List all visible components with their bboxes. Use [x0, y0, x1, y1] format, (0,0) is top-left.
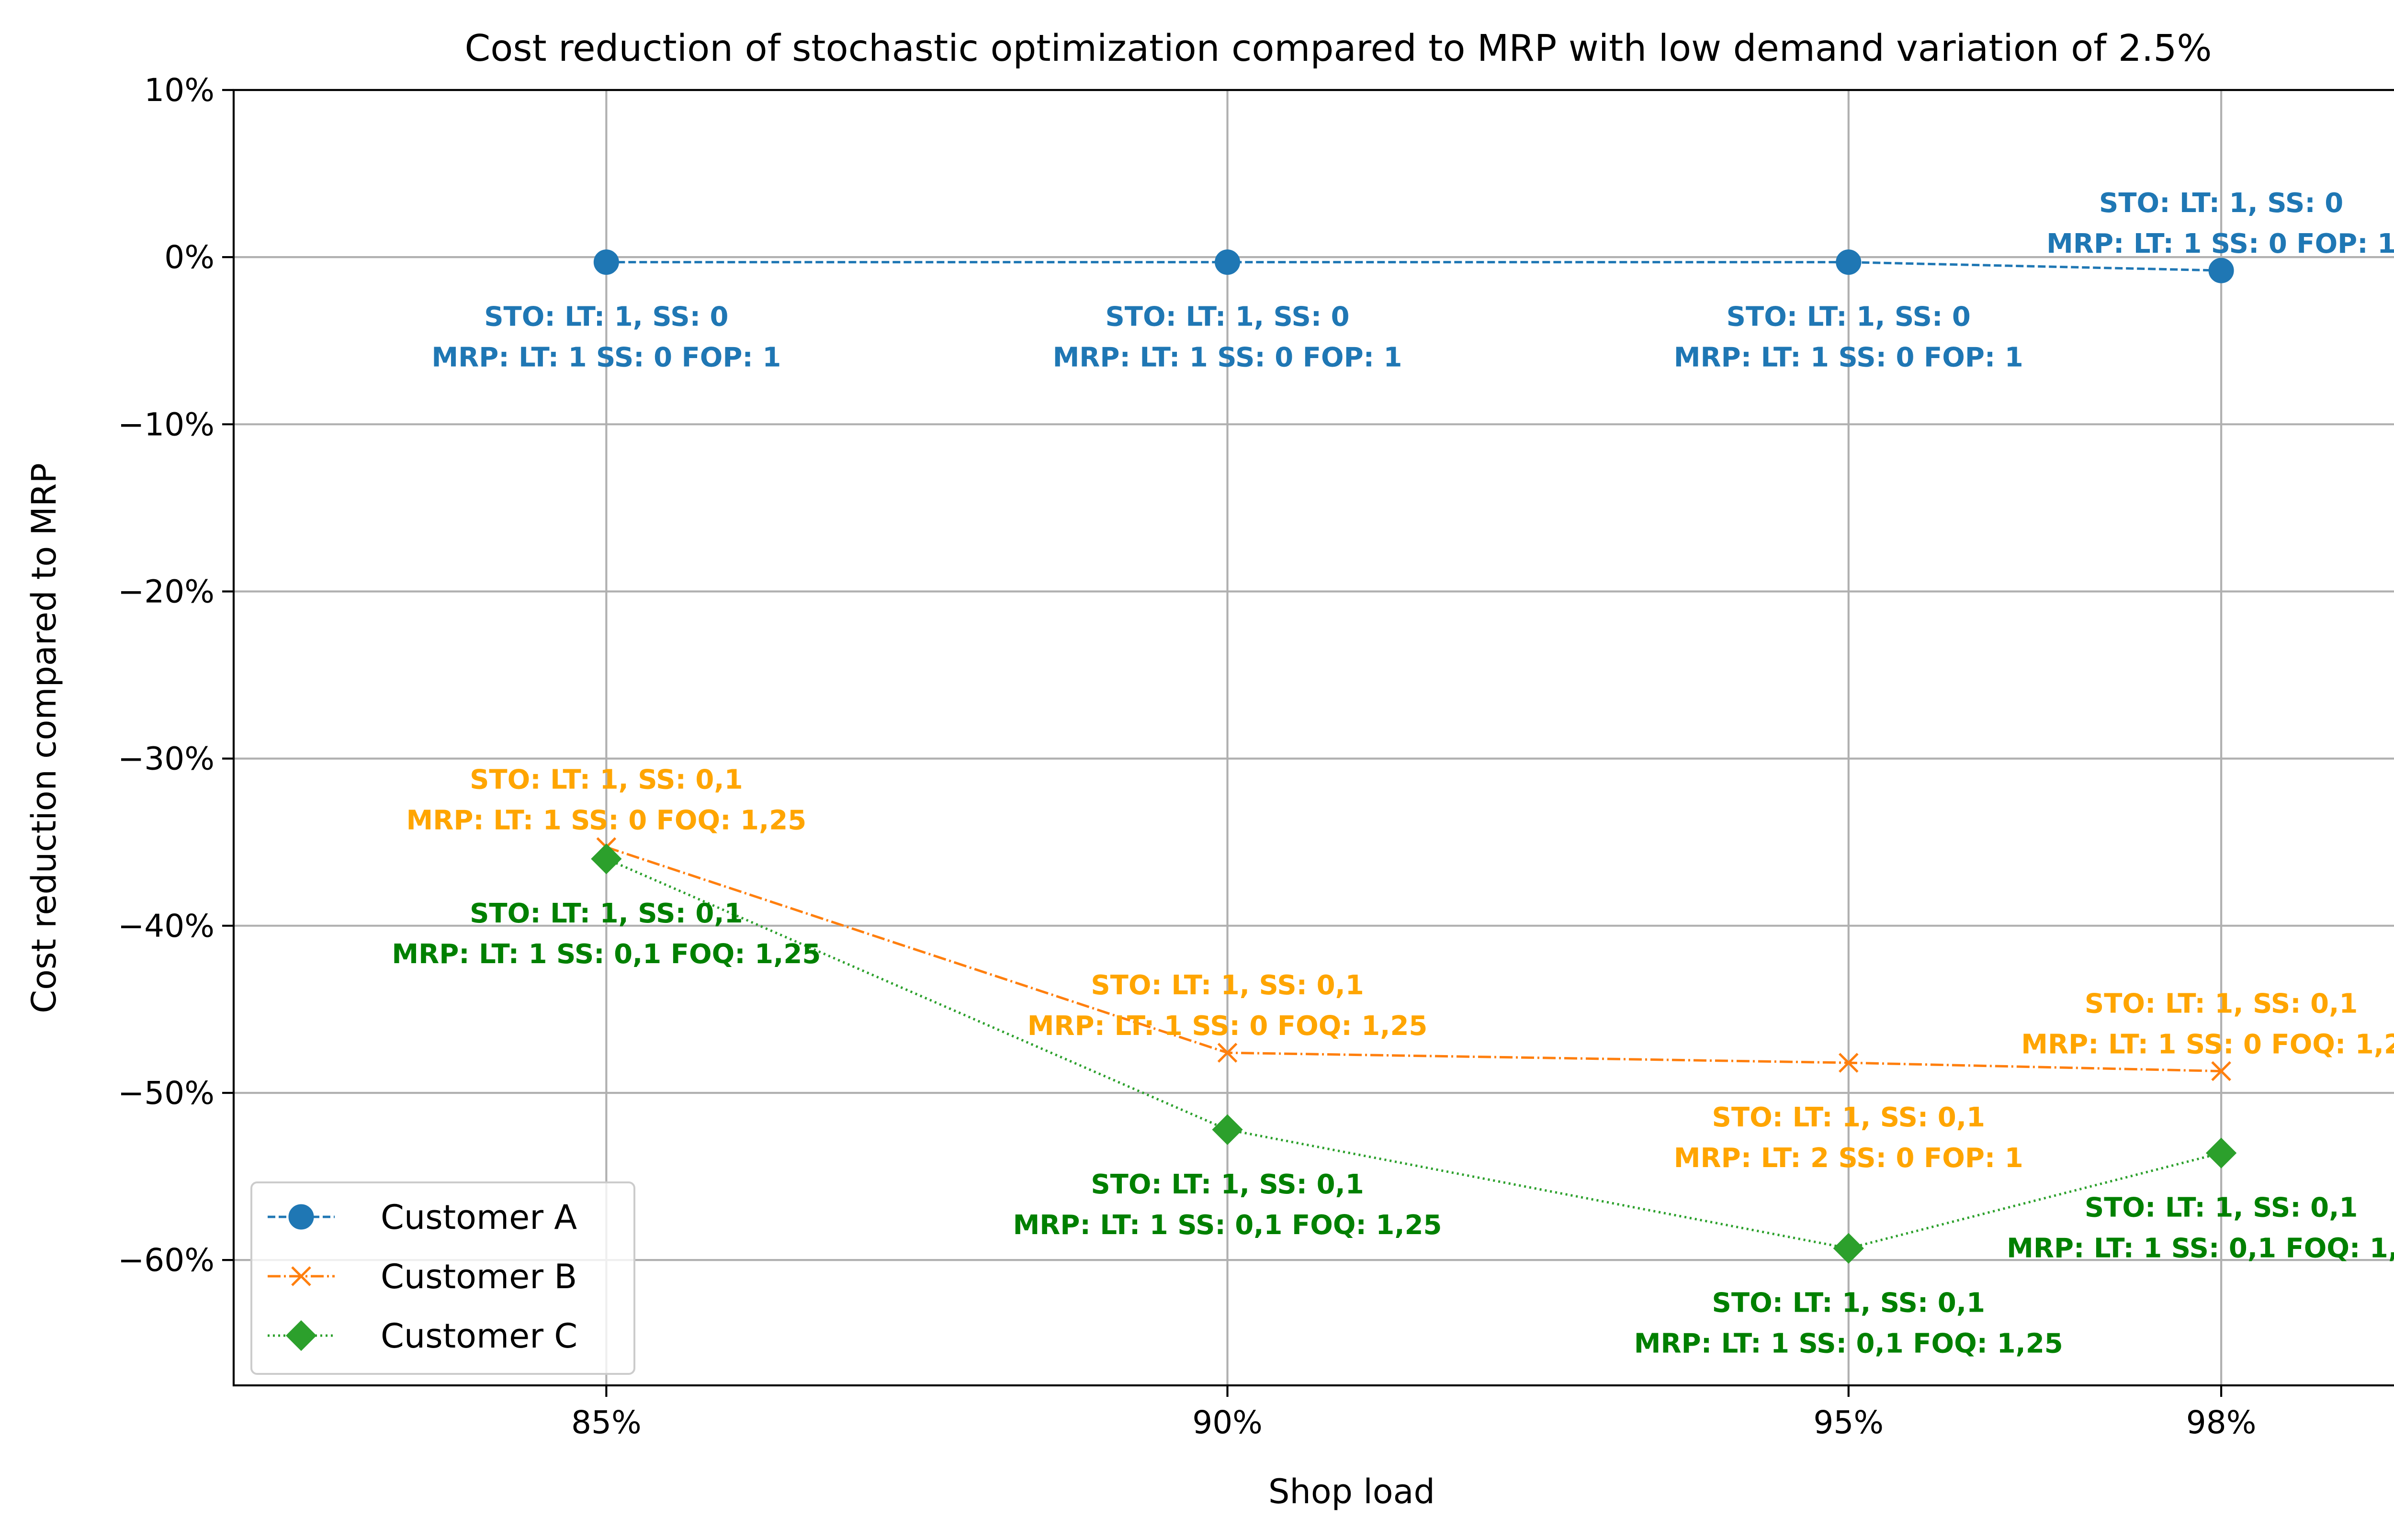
data-label: MRP: LT: 1 SS: 0,1 FOQ: 1,25	[2007, 1233, 2394, 1264]
data-label: STO: LT: 1, SS: 0	[1727, 302, 1971, 333]
data-label: MRP: LT: 1 SS: 0 FOP: 1	[1053, 342, 1402, 373]
data-label: STO: LT: 1, SS: 0,1	[1712, 1288, 1985, 1319]
legend-entry: Customer A	[381, 1198, 577, 1237]
data-point	[291, 1266, 311, 1286]
data-label: STO: LT: 1, SS: 0,1	[2085, 1192, 2358, 1224]
legend: Customer A Customer B Customer C	[250, 1181, 635, 1375]
y-tick-label: −30%	[118, 741, 215, 777]
y-tick-label: −10%	[118, 406, 215, 443]
y-axis-label: Cost reduction compared to MRP	[24, 463, 64, 1013]
data-label: STO: LT: 1, SS: 0	[484, 302, 728, 333]
data-point	[1212, 1114, 1243, 1145]
data-label: STO: LT: 1, SS: 0,1	[2085, 989, 2358, 1020]
legend-entry: Customer B	[381, 1257, 577, 1296]
legend-entry: Customer C	[381, 1316, 577, 1356]
data-point	[2208, 258, 2234, 283]
data-point	[1217, 1043, 1238, 1063]
data-label: STO: LT: 1, SS: 0,1	[470, 898, 743, 929]
tick-layer: 85% 90% 95% 98% 10% 0% −10% −20% −30% −40% −50% −60…	[118, 72, 2256, 1441]
data-point	[1215, 249, 1241, 275]
y-tick-label: −50%	[118, 1075, 215, 1112]
y-tick-label: −20%	[118, 573, 215, 610]
data-point	[1836, 249, 1862, 275]
data-label: MRP: LT: 1 SS: 0 FOP: 1	[431, 342, 781, 373]
data-label: STO: LT: 1, SS: 0,1	[1712, 1102, 1985, 1133]
series-layer	[591, 249, 2237, 1264]
data-label: STO: LT: 1, SS: 0	[2099, 188, 2343, 219]
grid-layer	[234, 89, 2394, 1385]
data-label: STO: LT: 1, SS: 0,1	[1091, 1169, 1364, 1200]
x-axis-label: Shop load	[1268, 1472, 1435, 1511]
plot-frame	[232, 89, 2394, 1387]
data-point	[1839, 1053, 1859, 1073]
y-tick-label: 10%	[144, 72, 215, 109]
data-point	[288, 1204, 314, 1230]
data-point	[2211, 1061, 2231, 1081]
data-label: MRP: LT: 1 SS: 0 FOQ: 1,25	[1028, 1011, 1428, 1042]
data-label: MRP: LT: 1 SS: 0,1 FOQ: 1,25	[392, 939, 821, 970]
x-tick-label: 90%	[1192, 1404, 1263, 1441]
x-tick-label: 98%	[2186, 1404, 2257, 1441]
y-tick-label: −60%	[118, 1242, 215, 1279]
data-label: MRP: LT: 1 SS: 0 FOQ: 1,25	[406, 805, 806, 836]
series-line	[606, 846, 2222, 1073]
annotation-layer: STO: LT: 1, SS: 0 MRP: LT: 1 SS: 0 FOP: 1…	[392, 188, 2394, 1360]
chart-title: Cost reduction of stochastic optimizatio…	[465, 27, 2212, 70]
data-label: MRP: LT: 1 SS: 0 FOP: 1	[1674, 342, 2023, 373]
data-label: MRP: LT: 1 SS: 0 FOQ: 1,25	[2021, 1029, 2394, 1060]
data-label: STO: LT: 1, SS: 0,1	[1091, 970, 1364, 1001]
series-line	[606, 857, 2222, 1250]
y-tick-label: 0%	[164, 239, 215, 276]
legend-box	[250, 1181, 635, 1375]
data-point	[285, 1320, 317, 1351]
data-point	[593, 249, 619, 275]
data-point	[591, 843, 622, 875]
x-tick-label: 85%	[571, 1404, 642, 1441]
data-label: MRP: LT: 1 SS: 0 FOP: 1	[2046, 228, 2394, 259]
data-label: STO: LT: 1, SS: 0,1	[470, 764, 743, 796]
data-label: MRP: LT: 2 SS: 0 FOP: 1	[1674, 1143, 2023, 1174]
data-label: MRP: LT: 1 SS: 0,1 FOQ: 1,25	[1634, 1328, 2063, 1360]
x-tick-label: 95%	[1813, 1404, 1884, 1441]
data-label: STO: LT: 1, SS: 0	[1105, 302, 1349, 333]
series-line	[606, 261, 2222, 272]
data-point	[1833, 1233, 1864, 1264]
data-label: MRP: LT: 1 SS: 0,1 FOQ: 1,25	[1013, 1210, 1442, 1241]
y-tick-label: −40%	[118, 908, 215, 944]
data-point	[2205, 1137, 2237, 1169]
